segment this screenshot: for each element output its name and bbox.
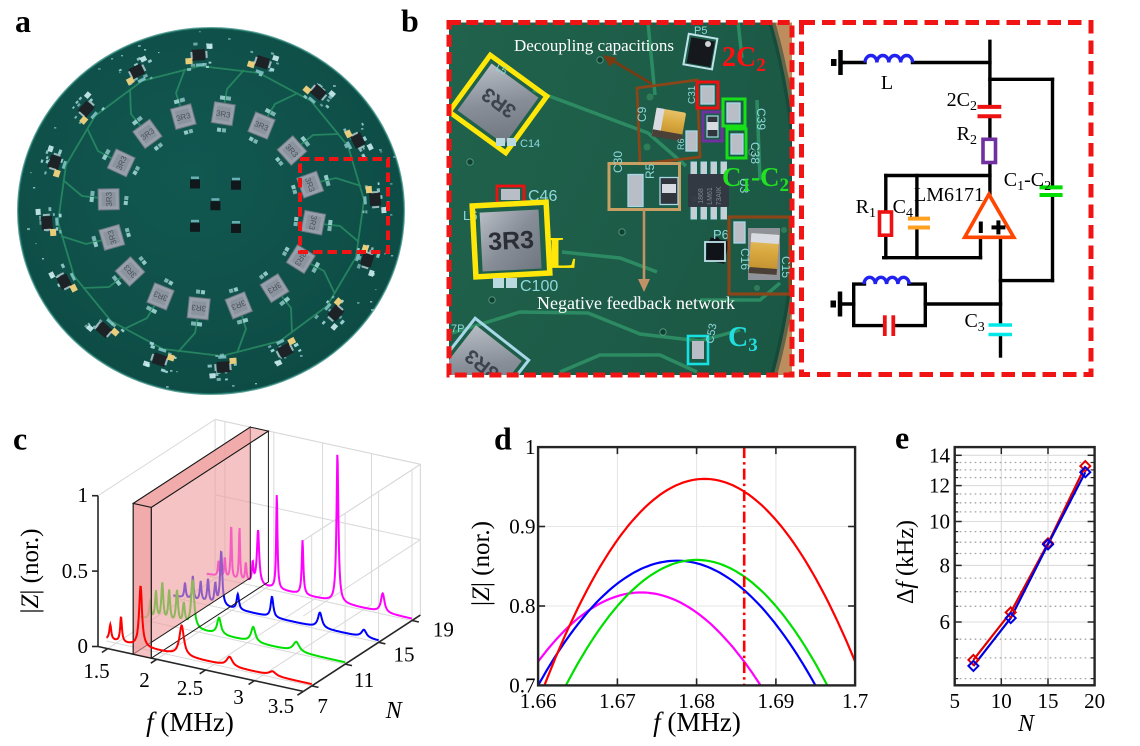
svg-text:C16: C16 <box>738 248 752 270</box>
svg-text:C3: C3 <box>964 310 984 335</box>
svg-text:|Z| (nor.): |Z| (nor.) <box>468 521 495 606</box>
svg-text:3.5: 3.5 <box>268 694 294 718</box>
svg-text:2: 2 <box>139 668 150 692</box>
svg-text:14: 14 <box>929 443 951 467</box>
svg-text:5: 5 <box>949 689 960 713</box>
svg-text:0.5: 0.5 <box>62 559 88 583</box>
svg-text:C53: C53 <box>704 323 719 345</box>
svg-text:3R3: 3R3 <box>106 228 119 245</box>
svg-text:3R3: 3R3 <box>487 226 534 256</box>
svg-text:0: 0 <box>78 634 89 658</box>
svg-text:2C2: 2C2 <box>722 42 766 76</box>
svg-text:8: 8 <box>940 553 951 577</box>
svg-text:1.7: 1.7 <box>842 689 868 713</box>
svg-text:C39: C39 <box>754 108 768 130</box>
svg-text:7: 7 <box>317 694 328 718</box>
svg-text:L: L <box>881 72 893 94</box>
svg-text:LM61: LM61 <box>707 187 714 205</box>
svg-text:3: 3 <box>233 685 244 709</box>
svg-text:20: 20 <box>1084 689 1105 713</box>
svg-text:e: e <box>895 420 909 456</box>
svg-text:1.68: 1.68 <box>678 689 715 713</box>
svg-text:N: N <box>1017 711 1036 737</box>
svg-text:11: 11 <box>354 668 374 692</box>
svg-text:12: 12 <box>929 474 950 498</box>
svg-text:1.69: 1.69 <box>758 689 795 713</box>
svg-text:N: N <box>385 698 404 724</box>
svg-text:C15: C15 <box>779 256 793 278</box>
svg-text:0.9: 0.9 <box>509 515 535 539</box>
svg-text:Decoupling capacitions: Decoupling capacitions <box>514 36 674 55</box>
svg-text:C9: C9 <box>635 106 649 122</box>
svg-text:0.8: 0.8 <box>509 594 535 618</box>
svg-text:R1: R1 <box>856 196 876 221</box>
svg-text:d: d <box>494 421 512 457</box>
svg-text:U3: U3 <box>737 178 751 194</box>
svg-text:1.66: 1.66 <box>520 689 557 713</box>
svg-text:7P: 7P <box>451 323 464 335</box>
svg-text:73AIK: 73AIK <box>716 186 723 205</box>
svg-text:b: b <box>401 3 419 39</box>
svg-text:15: 15 <box>1038 689 1059 713</box>
svg-text:10: 10 <box>929 510 950 534</box>
svg-text:19: 19 <box>433 618 454 642</box>
svg-text:C31: C31 <box>687 85 698 104</box>
svg-text:3R3: 3R3 <box>190 303 206 314</box>
svg-text:2C2: 2C2 <box>947 89 977 114</box>
svg-text:|Z| (nor.): |Z| (nor.) <box>17 528 44 613</box>
svg-text:3R3: 3R3 <box>175 111 192 124</box>
svg-text:Negative feedback network: Negative feedback network <box>537 293 735 313</box>
svg-text:10: 10 <box>991 689 1012 713</box>
svg-text:0.7: 0.7 <box>509 673 535 697</box>
svg-text:L: L <box>547 228 577 278</box>
svg-text:LM6171: LM6171 <box>914 184 984 206</box>
svg-text:a: a <box>15 3 31 39</box>
svg-text:6: 6 <box>940 610 951 634</box>
svg-text:2.5: 2.5 <box>177 676 203 700</box>
svg-text:3R3: 3R3 <box>105 191 114 206</box>
svg-text:f (MHz): f (MHz) <box>146 707 234 737</box>
svg-text:Δf (kHz): Δf (kHz) <box>893 520 919 604</box>
svg-text:1: 1 <box>78 483 89 507</box>
svg-text:f (MHz): f (MHz) <box>653 707 741 737</box>
svg-text:C14: C14 <box>520 138 540 150</box>
svg-text:C1-C2: C1-C2 <box>722 162 789 196</box>
svg-text:1: 1 <box>525 435 536 459</box>
svg-text:3R3: 3R3 <box>215 109 231 120</box>
svg-text:C38: C38 <box>748 142 762 164</box>
svg-text:3R3: 3R3 <box>307 215 319 232</box>
svg-text:C4: C4 <box>893 196 913 221</box>
svg-text:L5: L5 <box>494 63 509 78</box>
svg-text:1868: 1868 <box>698 188 705 204</box>
svg-text:c: c <box>13 421 27 457</box>
svg-text:C1-C2: C1-C2 <box>1004 169 1051 194</box>
svg-text:P6: P6 <box>713 227 729 242</box>
svg-text:1.67: 1.67 <box>599 689 636 713</box>
svg-text:1.5: 1.5 <box>83 659 109 683</box>
svg-text:C30: C30 <box>611 151 625 173</box>
svg-text:R5: R5 <box>643 163 657 179</box>
svg-text:R2: R2 <box>957 123 977 148</box>
svg-text:R6: R6 <box>676 138 686 150</box>
svg-text:C100: C100 <box>520 278 558 295</box>
svg-text:P5: P5 <box>694 25 707 37</box>
svg-text:15: 15 <box>394 642 415 666</box>
